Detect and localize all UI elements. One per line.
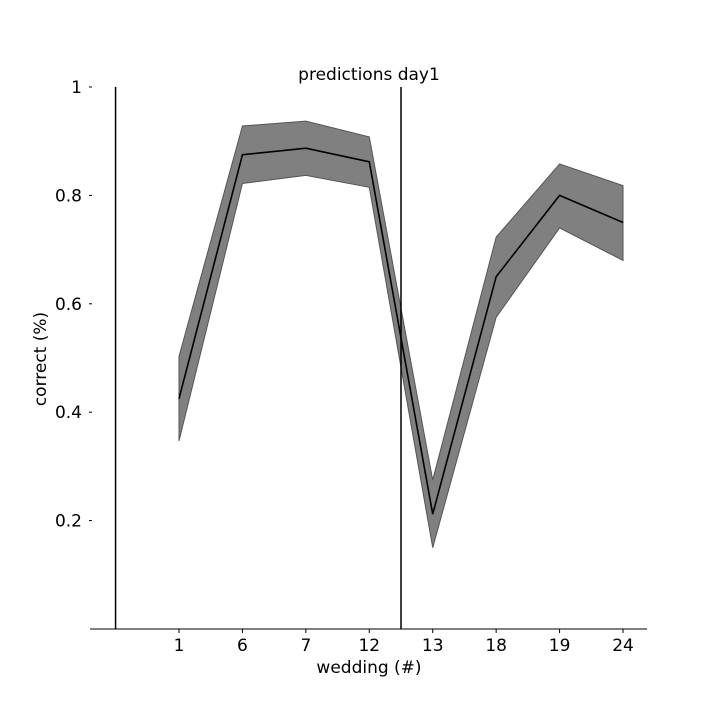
y-tick-label-4: 1: [71, 78, 82, 98]
x-axis-label: wedding (#): [316, 658, 421, 678]
x-tick-label-24: 24: [612, 636, 634, 656]
y-tick-label-0: 0.2: [55, 512, 82, 532]
chart-title: predictions day1: [298, 65, 440, 85]
y-tick-label-2: 0.6: [55, 295, 82, 315]
y-tick-label-3: 0.8: [55, 186, 82, 206]
x-tick-label-19: 19: [549, 636, 571, 656]
y-tick-label-1: 0.4: [55, 403, 82, 423]
x-tick-label-18: 18: [485, 636, 507, 656]
x-tick-label-7: 7: [300, 636, 311, 656]
y-axis-label: correct (%): [31, 312, 51, 406]
plot-area: 1 6 7 12 13 18 19 24 0.2 0.4 0.6 0.8 1: [55, 78, 647, 656]
x-tick-label-1: 1: [174, 636, 185, 656]
x-tick-label-13: 13: [422, 636, 444, 656]
x-tick-label-12: 12: [358, 636, 380, 656]
x-tick-label-6: 6: [237, 636, 248, 656]
